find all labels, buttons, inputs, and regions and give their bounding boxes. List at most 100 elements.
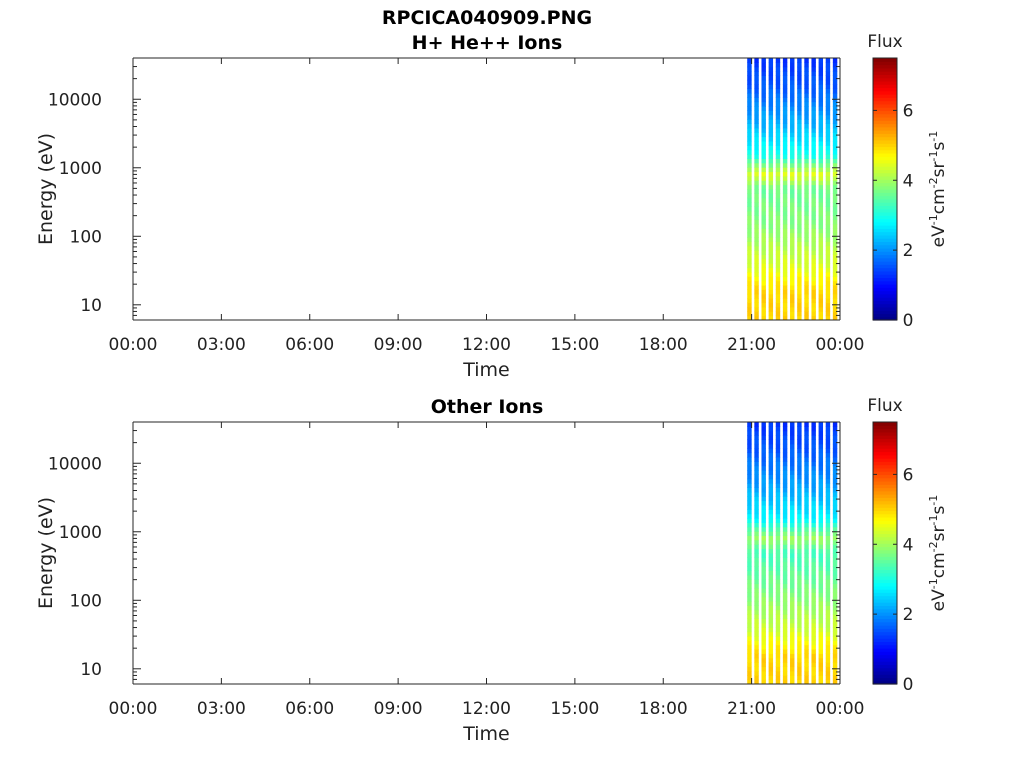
heatmap-cell xyxy=(761,127,766,133)
heatmap-cell xyxy=(790,250,795,255)
heatmap-cell xyxy=(804,500,809,506)
heatmap-cell xyxy=(761,101,766,107)
heatmap-cell xyxy=(775,483,781,488)
heatmap-cell xyxy=(761,145,766,151)
heatmap-cell xyxy=(782,531,788,537)
heatmap-cell xyxy=(768,483,774,488)
heatmap-cell xyxy=(811,491,816,497)
x-tick-label: 18:00 xyxy=(639,699,688,719)
heatmap-cell xyxy=(797,535,802,541)
heatmap-cell xyxy=(832,657,838,663)
heatmap-cell xyxy=(818,609,824,615)
heatmap-cell xyxy=(811,110,816,116)
heatmap-cell xyxy=(747,219,752,225)
heatmap-cell xyxy=(811,167,816,173)
heatmap-cell xyxy=(790,298,795,304)
heatmap-cell xyxy=(775,114,781,120)
heatmap-cell xyxy=(761,422,766,427)
colorbar-segment xyxy=(873,448,897,453)
heatmap-cell xyxy=(754,123,759,129)
heatmap-cell xyxy=(768,202,774,207)
heatmap-cell xyxy=(761,640,766,646)
colorbar-segment xyxy=(873,136,897,141)
heatmap-cell xyxy=(754,465,759,471)
heatmap-cell xyxy=(804,544,809,550)
y-axis-label: Energy (eV) xyxy=(35,497,57,609)
heatmap-cell xyxy=(775,618,781,624)
heatmap-cell xyxy=(754,579,759,585)
heatmap-cell xyxy=(811,71,816,76)
heatmap-cell xyxy=(790,311,795,317)
heatmap-cell xyxy=(818,127,824,133)
heatmap-cell xyxy=(768,653,774,659)
heatmap-cell xyxy=(818,452,824,458)
heatmap-cell xyxy=(768,649,774,654)
heatmap-cell xyxy=(782,293,788,299)
heatmap-cell xyxy=(811,631,816,637)
heatmap-cell xyxy=(811,443,816,449)
heatmap-cell xyxy=(768,154,774,159)
heatmap-cell xyxy=(761,197,766,203)
heatmap-cell xyxy=(761,657,766,663)
heatmap-cell xyxy=(747,184,752,190)
heatmap-cell xyxy=(832,215,838,221)
heatmap-cell xyxy=(797,197,802,203)
heatmap-cell xyxy=(825,662,831,668)
heatmap-cell xyxy=(832,570,838,576)
heatmap-cell xyxy=(790,267,795,273)
heatmap-cell xyxy=(790,237,795,242)
heatmap-cell xyxy=(768,210,774,216)
heatmap-cell xyxy=(775,627,781,633)
heatmap-cell xyxy=(832,84,838,90)
heatmap-cell xyxy=(754,456,759,462)
heatmap-cell xyxy=(825,513,831,519)
heatmap-cell xyxy=(797,435,802,440)
heatmap-cell xyxy=(804,557,809,563)
heatmap-cell xyxy=(832,62,838,68)
colorbar-segment xyxy=(873,451,897,456)
heatmap-cell xyxy=(768,267,774,273)
heatmap-cell xyxy=(782,548,788,554)
heatmap-cell xyxy=(797,631,802,637)
heatmap-cell xyxy=(811,557,816,563)
heatmap-cell xyxy=(754,649,759,654)
colorbar-segment xyxy=(873,300,897,305)
heatmap-cell xyxy=(804,605,809,611)
heatmap-cell xyxy=(754,84,759,90)
heatmap-cell xyxy=(804,101,809,107)
heatmap-cell xyxy=(825,592,831,598)
heatmap-cell xyxy=(797,306,802,312)
heatmap-cell xyxy=(754,241,759,247)
heatmap-cell xyxy=(790,145,795,151)
heatmap-cell xyxy=(790,657,795,663)
heatmap-cell xyxy=(761,618,766,624)
heatmap-cell xyxy=(747,267,752,273)
heatmap-cell xyxy=(832,644,838,650)
heatmap-cell xyxy=(761,215,766,221)
heatmap-cell xyxy=(782,596,788,602)
heatmap-cell xyxy=(811,570,816,576)
heatmap-cell xyxy=(782,426,788,432)
heatmap-cell xyxy=(754,461,759,467)
heatmap-cell xyxy=(832,289,838,295)
heatmap-cell xyxy=(761,426,766,432)
heatmap-cell xyxy=(804,587,809,593)
heatmap-cell xyxy=(768,193,774,199)
heatmap-cell xyxy=(804,518,809,523)
heatmap-cell xyxy=(768,513,774,519)
heatmap-cell xyxy=(768,162,774,168)
heatmap-cell xyxy=(761,622,766,628)
heatmap-cell xyxy=(811,587,816,593)
heatmap-cell xyxy=(761,448,766,454)
heatmap-cell xyxy=(832,614,838,619)
heatmap-cell xyxy=(747,653,752,659)
heatmap-cell xyxy=(818,123,824,129)
heatmap-cell xyxy=(797,470,802,475)
colorbar-segment xyxy=(873,664,897,669)
heatmap-cell xyxy=(754,553,759,558)
heatmap-cell xyxy=(754,302,759,308)
heatmap-cell xyxy=(782,666,788,672)
heatmap-cell xyxy=(761,491,766,497)
heatmap-cell xyxy=(754,232,759,238)
heatmap-cell xyxy=(818,439,824,445)
